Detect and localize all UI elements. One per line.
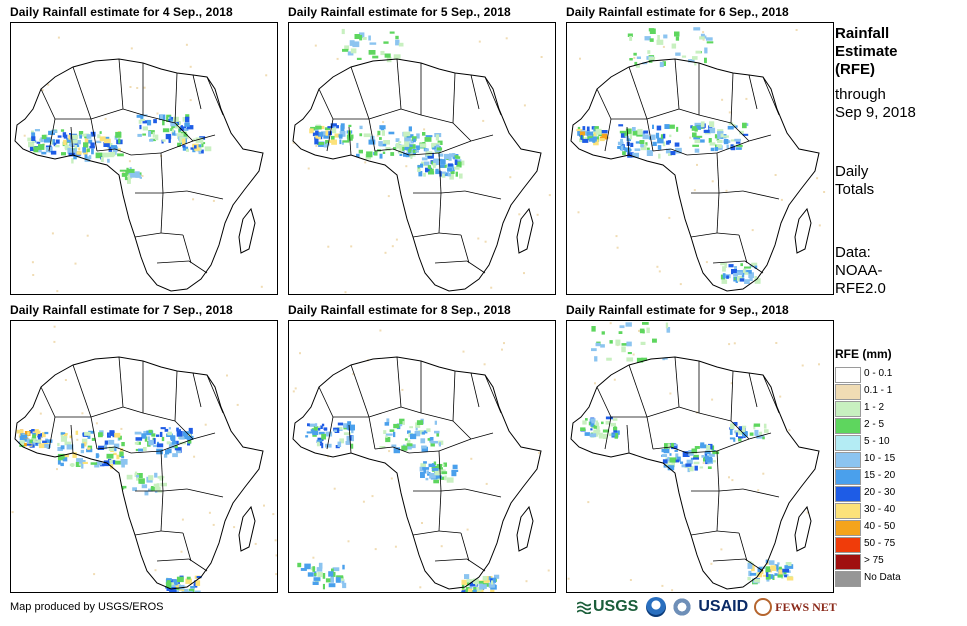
legend-swatch	[835, 469, 861, 485]
legend-label: 0 - 0.1	[864, 368, 893, 379]
fews-net-logo-text: FEWS NET	[775, 599, 837, 614]
panel-title: Daily Rainfall estimate for 7 Sep., 2018	[10, 303, 233, 317]
rainfall-map	[288, 22, 556, 295]
rfe-title-line: Rainfall	[835, 25, 890, 42]
legend-swatch	[835, 384, 861, 400]
through-date: through Sep 9, 2018	[835, 86, 916, 122]
legend-swatch	[835, 452, 861, 468]
legend-swatch	[835, 520, 861, 536]
legend-label: 10 - 15	[864, 453, 896, 464]
legend-swatch	[835, 537, 861, 553]
usgs-logo-text: USGS	[593, 598, 639, 615]
legend-label: 2 - 5	[864, 419, 885, 430]
panel-title: Daily Rainfall estimate for 6 Sep., 2018	[566, 5, 789, 19]
africa-map-graphic	[567, 321, 833, 592]
legend-swatch	[835, 401, 861, 417]
legend-label: > 75	[864, 555, 884, 566]
legend-label: 40 - 50	[864, 521, 896, 532]
panel-title: Daily Rainfall estimate for 5 Sep., 2018	[288, 5, 511, 19]
africa-map-graphic	[289, 321, 555, 592]
noaa-seal-icon	[646, 597, 667, 617]
through-value: Sep 9, 2018	[835, 104, 916, 121]
usaid-logo: USAID	[698, 598, 749, 615]
rainfall-map	[10, 320, 278, 593]
rainfall-map	[288, 320, 556, 593]
data-line: NOAA-	[835, 262, 883, 279]
fews-globe-icon	[754, 598, 773, 616]
legend-swatch	[835, 435, 861, 451]
data-source-note: Data: NOAA- RFE2.0	[835, 244, 886, 298]
africa-map-graphic	[11, 23, 277, 294]
totals-line: Daily	[835, 163, 869, 180]
legend-label: 20 - 30	[864, 487, 896, 498]
rainfall-map	[10, 22, 278, 295]
data-line: Data:	[835, 244, 871, 261]
rainfall-map	[566, 320, 834, 593]
usgs-waves-icon	[577, 601, 591, 614]
agency-logos: USGS USAID FEWS NET	[577, 594, 837, 620]
africa-map-graphic	[289, 23, 555, 294]
dos-seal-icon	[672, 597, 693, 617]
rfe-title-line: Estimate	[835, 43, 898, 60]
legend-label: 15 - 20	[864, 470, 896, 481]
panel-title: Daily Rainfall estimate for 4 Sep., 2018	[10, 5, 233, 19]
panel-title: Daily Rainfall estimate for 8 Sep., 2018	[288, 303, 511, 317]
legend-label: 50 - 75	[864, 538, 896, 549]
legend-swatch	[835, 554, 861, 570]
through-label: through	[835, 86, 886, 103]
map-credit: Map produced by USGS/EROS	[10, 601, 164, 613]
legend-swatch	[835, 367, 861, 383]
rfe-title-line: (RFE)	[835, 61, 875, 78]
legend-swatch	[835, 503, 861, 519]
legend-label: 5 - 10	[864, 436, 890, 447]
usgs-logo: USGS	[577, 598, 638, 616]
legend-label: 0.1 - 1	[864, 385, 893, 396]
data-line: RFE2.0	[835, 280, 886, 297]
legend-swatch	[835, 486, 861, 502]
legend-swatch	[835, 571, 861, 587]
legend-swatch	[835, 418, 861, 434]
legend-label: 30 - 40	[864, 504, 896, 515]
rainfall-map	[566, 22, 834, 295]
totals-line: Totals	[835, 181, 875, 198]
legend-label: 1 - 2	[864, 402, 885, 413]
africa-map-graphic	[567, 23, 833, 294]
fews-net-logo: FEWS NET	[754, 598, 837, 616]
panel-title: Daily Rainfall estimate for 9 Sep., 2018	[566, 303, 789, 317]
africa-map-graphic	[11, 321, 277, 592]
daily-totals-note: Daily Totals	[835, 163, 874, 199]
legend-label: No Data	[864, 572, 901, 583]
legend-title: RFE (mm)	[835, 347, 892, 361]
rfe-title: Rainfall Estimate (RFE)	[835, 25, 898, 79]
